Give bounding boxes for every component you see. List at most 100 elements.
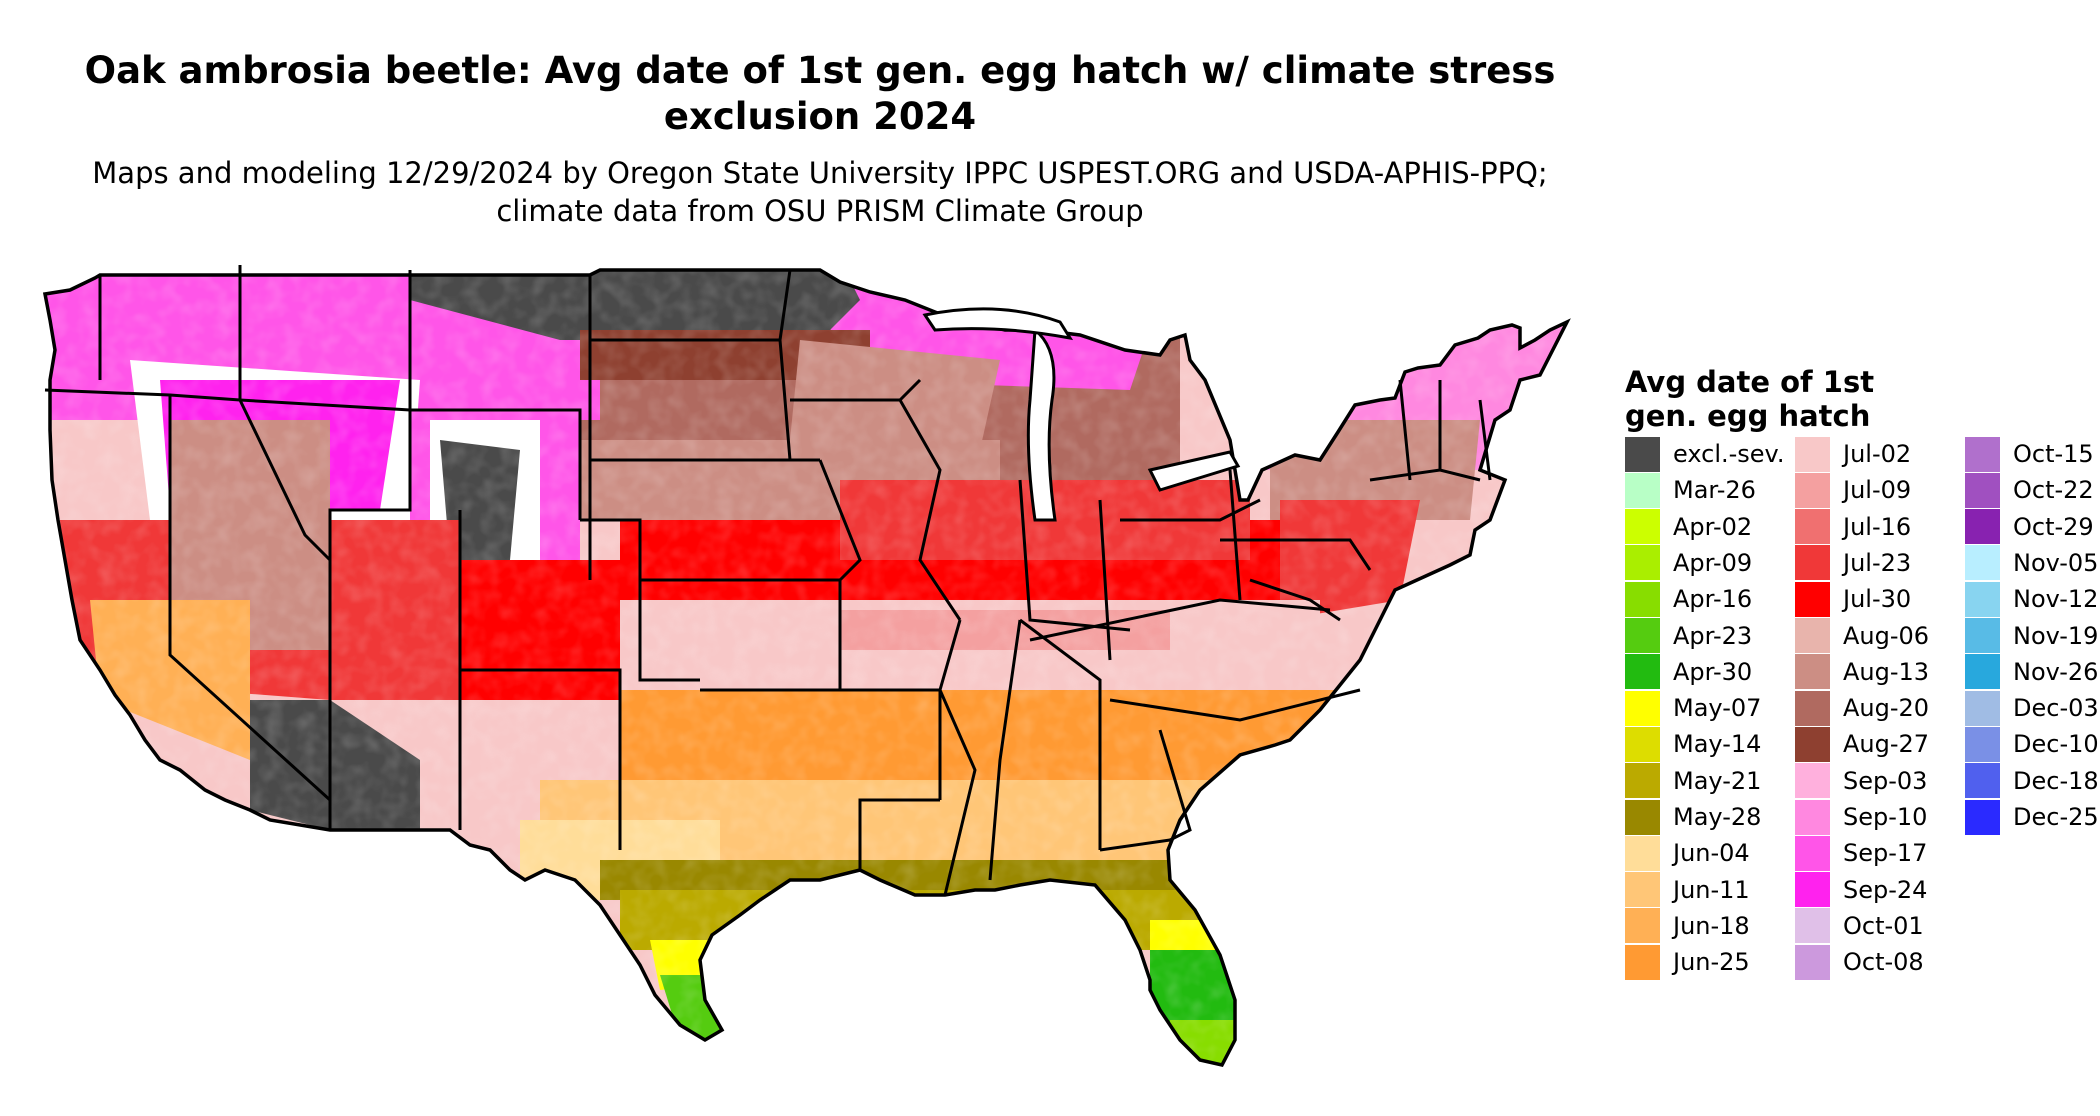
legend-item: May-14 xyxy=(1625,726,1761,762)
legend-label: May-07 xyxy=(1673,694,1762,723)
legend-swatch xyxy=(1625,545,1660,581)
legend-label: Jul-23 xyxy=(1843,548,1912,577)
phenology-zones xyxy=(45,270,1567,1065)
legend-label: Oct-01 xyxy=(1843,911,1924,940)
legend-swatch xyxy=(1795,436,1830,472)
legend-label: Apr-09 xyxy=(1673,548,1753,577)
legend-swatch xyxy=(1795,872,1830,908)
legend-label: Apr-16 xyxy=(1673,585,1753,614)
legend-label: Jun-04 xyxy=(1673,839,1750,868)
legend-swatch xyxy=(1965,726,2000,762)
legend-label: Aug-13 xyxy=(1843,657,1930,686)
legend-swatch xyxy=(1795,726,1830,762)
legend-item: Apr-30 xyxy=(1625,654,1752,690)
legend-label: Aug-20 xyxy=(1843,694,1930,723)
legend-swatch xyxy=(1795,581,1830,617)
legend-label: Oct-29 xyxy=(2013,512,2094,541)
legend-swatch xyxy=(1625,799,1660,835)
legend-swatch xyxy=(1795,472,1830,508)
legend-swatch xyxy=(1625,436,1660,472)
legend-item: Jul-16 xyxy=(1795,509,1911,545)
legend-swatch xyxy=(1625,872,1660,908)
legend-item: Jun-04 xyxy=(1625,835,1750,871)
legend-label: Jul-02 xyxy=(1843,440,1912,468)
lake-erie xyxy=(1147,450,1241,492)
legend-swatch xyxy=(1965,763,2000,799)
legend-item: Oct-08 xyxy=(1795,944,1924,980)
legend-swatch xyxy=(1795,509,1830,545)
legend-swatch xyxy=(1795,763,1830,799)
lake-superior xyxy=(922,307,1074,341)
legend-swatch xyxy=(1625,944,1660,980)
legend-swatch xyxy=(1965,654,2000,690)
legend-item: Dec-18 xyxy=(1965,763,2099,799)
legend-swatch xyxy=(1795,908,1830,944)
legend-label: Nov-05 xyxy=(2013,548,2099,577)
legend-label: Nov-26 xyxy=(2013,657,2099,686)
legend-item: Sep-24 xyxy=(1795,872,1927,908)
legend-swatch xyxy=(1625,763,1660,799)
legend-item: Nov-05 xyxy=(1965,545,2098,581)
legend-item: Jun-18 xyxy=(1625,908,1750,944)
legend-item: Aug-06 xyxy=(1795,618,1929,654)
legend-label: Jun-18 xyxy=(1673,911,1750,940)
legend-label: Dec-10 xyxy=(2013,730,2099,759)
legend-item: Aug-20 xyxy=(1795,690,1929,726)
legend-swatch xyxy=(1965,690,2000,726)
legend-item: Jun-25 xyxy=(1625,944,1750,980)
legend-label: Oct-15 xyxy=(2013,440,2094,468)
legend-label: Sep-10 xyxy=(1843,803,1928,831)
legend-item: Dec-25 xyxy=(1965,799,2099,835)
legend-item: Sep-17 xyxy=(1795,835,1927,871)
legend-label: Jul-30 xyxy=(1843,585,1912,614)
legend-label: Jun-11 xyxy=(1673,875,1750,904)
legend-item: Oct-22 xyxy=(1965,472,2094,508)
state-boundaries xyxy=(44,265,1492,896)
legend-label: Oct-22 xyxy=(2013,476,2094,505)
legend-item: May-28 xyxy=(1625,799,1761,835)
legend-label: Oct-08 xyxy=(1843,948,1924,977)
legend-item: Aug-13 xyxy=(1795,654,1929,690)
map-subtitle: Maps and modeling 12/29/2024 by Oregon S… xyxy=(92,156,1548,228)
legend-item: Apr-16 xyxy=(1625,581,1752,617)
us-phenology-map xyxy=(42,265,1571,1068)
zone-texture xyxy=(45,270,1567,1065)
legend-item: excl.-sev. xyxy=(1625,436,1785,472)
legend-item: May-07 xyxy=(1625,690,1761,726)
legend-swatch xyxy=(1965,472,2000,508)
legend-label: Apr-02 xyxy=(1673,512,1753,541)
legend-swatch xyxy=(1795,654,1830,690)
lake-michigan xyxy=(1026,327,1057,522)
us-outline xyxy=(42,268,1571,1068)
legend-label: Sep-03 xyxy=(1843,766,1928,795)
legend-label: Dec-25 xyxy=(2013,803,2099,831)
legend-swatch xyxy=(1965,436,2000,472)
legend-item: Nov-12 xyxy=(1965,581,2098,617)
legend-label: Sep-17 xyxy=(1843,839,1928,868)
legend-item: Jul-09 xyxy=(1795,472,1911,508)
legend-item: Oct-01 xyxy=(1795,908,1924,944)
legend-item: Dec-03 xyxy=(1965,690,2099,726)
legend-label: May-14 xyxy=(1673,730,1762,759)
legend-item: Nov-19 xyxy=(1965,618,2098,654)
legend-label: Mar-26 xyxy=(1673,476,1756,505)
legend-item: Apr-09 xyxy=(1625,545,1752,581)
legend-swatch xyxy=(1625,835,1660,871)
legend-swatch xyxy=(1625,654,1660,690)
legend-label: Jul-16 xyxy=(1843,512,1912,541)
legend-swatch xyxy=(1965,545,2000,581)
legend-swatch xyxy=(1965,581,2000,617)
legend-item: Dec-10 xyxy=(1965,726,2099,762)
legend-item: Nov-26 xyxy=(1965,654,2098,690)
legend-label: Nov-12 xyxy=(2013,585,2099,614)
legend-swatch xyxy=(1625,509,1660,545)
legend-label: May-21 xyxy=(1673,766,1762,795)
legend-swatch xyxy=(1625,581,1660,617)
legend-label: Aug-27 xyxy=(1843,730,1930,759)
legend-label: excl.-sev. xyxy=(1673,440,1785,468)
legend-swatch xyxy=(1965,618,2000,653)
legend-item: Aug-27 xyxy=(1795,726,1929,762)
legend-item: May-21 xyxy=(1625,763,1761,799)
legend-item: Jul-23 xyxy=(1795,545,1911,581)
legend-swatch xyxy=(1625,726,1660,762)
